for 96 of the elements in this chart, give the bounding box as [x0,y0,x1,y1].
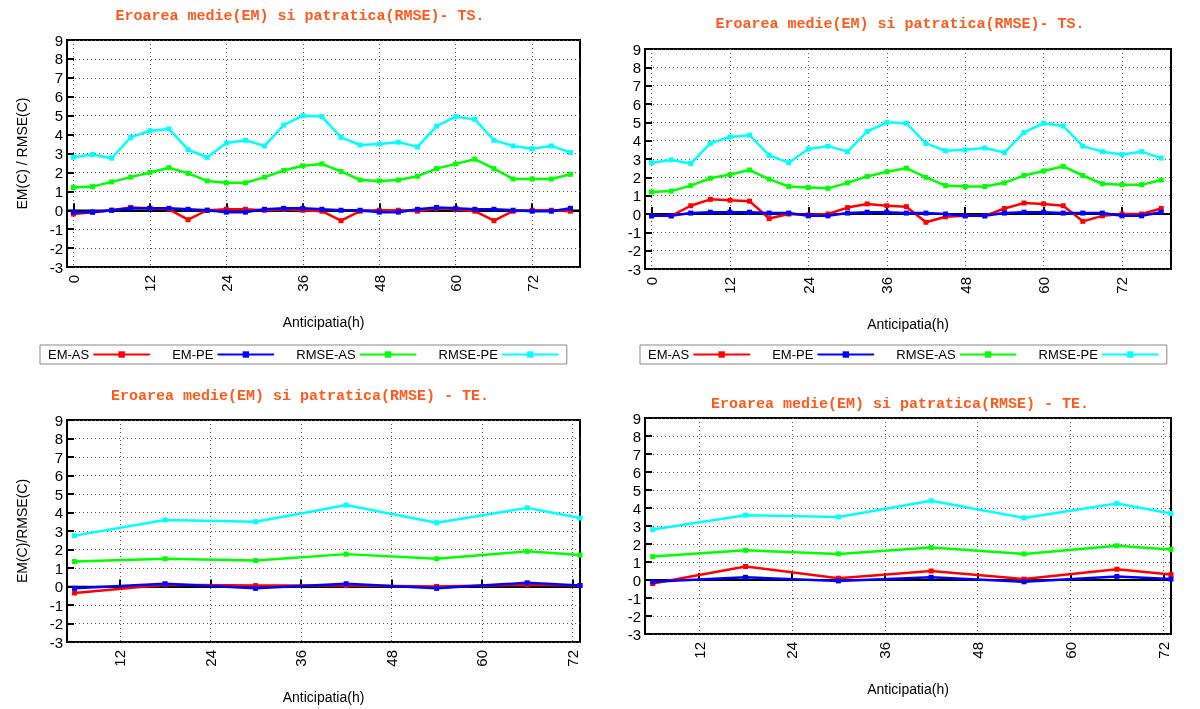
x-tick-label: 60 [1035,277,1053,294]
y-tick-label: 6 [54,467,63,484]
y-tick-label: 2 [54,541,63,558]
y-tick-label: 7 [632,77,641,95]
x-tick-label: 48 [382,650,400,667]
y-tick-label: -1 [49,596,63,614]
y-tick-label: -1 [49,220,63,238]
y-tick-label: -1 [627,589,641,607]
y-tick-label: 0 [632,205,641,223]
chart-title: Eroarea medie(EM) si patratica(RMSE)- TS. [715,16,1085,33]
y-tick-label: 5 [54,485,63,503]
y-tick-label: 0 [632,571,641,589]
legend-label: RMSE-PE [438,347,499,362]
y-tick-label: -3 [49,633,63,651]
x-tick-label: 36 [876,642,894,659]
legend-label: EM-PE [172,347,214,362]
y-tick-label: 9 [632,40,641,58]
x-tick-label: 60 [473,650,491,667]
y-tick-label: 9 [54,411,63,429]
x-tick-label: 24 [799,277,817,294]
y-tick-label: 6 [632,95,641,113]
y-tick-label: 6 [632,463,641,481]
x-tick-label: 0 [643,277,661,286]
y-tick-label: 9 [632,409,641,427]
y-tick-label: 5 [54,107,63,125]
legend-label: EM-AS [48,347,90,362]
x-tick-label: 48 [956,277,974,294]
y-tick-label: -2 [49,239,63,257]
chart-title: Eroarea medie(EM) si patratica(RMSE)- TS. [115,8,485,25]
y-tick-label: -3 [627,625,641,643]
y-tick-label: 3 [632,150,641,168]
y-axis-title: EM(C)/RMSE(C) [14,478,30,584]
legend-label: EM-AS [648,347,690,362]
y-tick-label: 2 [54,163,63,181]
x-tick-label: 60 [447,275,465,292]
y-tick-label: 4 [632,499,641,517]
y-tick-label: 0 [54,201,63,219]
x-tick-label: 24 [201,650,219,667]
y-tick-label: 4 [632,132,641,150]
y-tick-label: -3 [627,260,641,278]
y-tick-label: 7 [54,69,63,87]
legend-label: RMSE-AS [296,347,356,362]
x-tick-label: 72 [523,275,541,292]
y-tick-label: 9 [54,31,63,49]
y-tick-label: 3 [54,145,63,162]
x-tick-label: 24 [783,642,801,659]
x-tick-label: 72 [1154,642,1172,659]
x-tick-label: 48 [370,275,388,292]
x-tick-label: 36 [294,275,312,292]
y-tick-label: 1 [54,559,63,577]
y-tick-label: 0 [54,578,63,595]
x-tick-label: 0 [64,275,82,284]
x-tick-label: 72 [563,650,581,667]
y-tick-label: 5 [632,113,641,131]
y-tick-label: 2 [632,168,641,186]
y-tick-label: -3 [49,258,63,276]
x-tick-label: 12 [690,642,708,659]
y-tick-label: 8 [632,427,641,445]
x-axis-title: Anticipatia(h) [282,314,365,330]
y-tick-label: 8 [54,50,63,68]
x-axis-title: Anticipatia(h) [867,681,949,697]
legend-label: RMSE-PE [1038,347,1099,362]
x-tick-label: 12 [141,275,159,292]
chart-title: Eroarea medie(EM) si patratica(RMSE) - TE. [110,388,490,405]
legend-label: RMSE-AS [896,347,956,362]
y-tick-label: 5 [632,481,641,499]
y-tick-label: -2 [627,607,641,625]
y-tick-label: 3 [632,517,641,535]
x-tick-label: 36 [878,277,896,294]
x-tick-label: 36 [292,650,310,667]
y-tick-label: 1 [632,187,641,205]
y-tick-label: 8 [54,430,63,447]
x-tick-label: 60 [1061,642,1079,659]
x-tick-label: 12 [111,650,129,667]
chart-title: Eroarea medie(EM) si patratica(RMSE) - TE. [710,396,1090,413]
y-tick-label: 7 [632,445,641,463]
x-axis-title: Anticipatia(h) [282,689,365,705]
y-tick-label: 2 [632,535,641,553]
y-tick-label: -2 [627,242,641,260]
y-tick-label: 7 [54,448,63,466]
y-tick-label: 6 [54,88,63,106]
x-tick-label: 12 [721,277,739,294]
y-axis-title: EM(C) / RMSE(C) [14,97,30,210]
y-tick-label: 4 [54,126,63,144]
y-tick-label: 1 [54,182,63,200]
y-tick-label: 8 [632,58,641,76]
y-tick-label: 3 [54,522,63,540]
x-tick-label: 48 [969,642,987,659]
y-tick-label: 1 [632,553,641,571]
y-tick-label: -2 [49,615,63,632]
x-tick-label: 72 [1113,277,1131,294]
x-tick-label: 24 [217,275,235,292]
y-tick-label: -1 [627,223,641,241]
x-axis-title: Anticipatia(h) [867,316,949,332]
y-tick-label: 4 [54,504,63,521]
legend-label: EM-PE [772,347,814,362]
